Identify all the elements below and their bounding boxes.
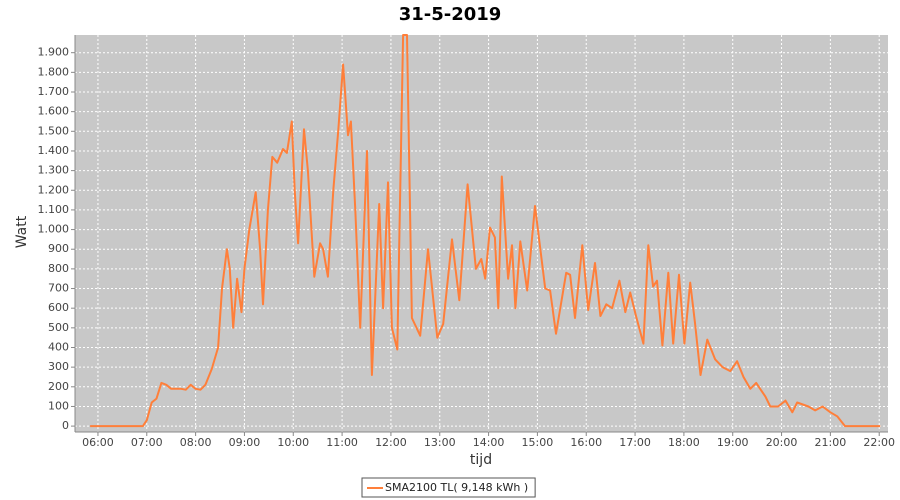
y-tick-label: 900 xyxy=(48,242,69,255)
y-tick-label: 1.400 xyxy=(38,144,70,157)
x-tick-label: 22:00 xyxy=(863,436,895,449)
x-tick-label: 07:00 xyxy=(131,436,163,449)
x-tick-label: 14:00 xyxy=(473,436,505,449)
legend-box xyxy=(361,477,536,498)
y-tick-label: 300 xyxy=(48,360,69,373)
x-tick-label: 15:00 xyxy=(522,436,554,449)
x-tick-label: 20:00 xyxy=(766,436,798,449)
y-tick-label: 700 xyxy=(48,282,69,295)
chart-title: 31-5-2019 xyxy=(399,4,502,25)
y-tick-label: 1.600 xyxy=(38,105,70,118)
x-tick-label: 19:00 xyxy=(717,436,749,449)
x-tick-label: 08:00 xyxy=(180,436,212,449)
y-tick-label: 800 xyxy=(48,262,69,275)
y-tick-label: 1.800 xyxy=(38,65,70,78)
plot-area xyxy=(75,35,888,432)
x-tick-label: 13:00 xyxy=(424,436,456,449)
x-tick-label: 21:00 xyxy=(815,436,847,449)
y-tick-label: 100 xyxy=(48,399,69,412)
x-tick-label: 09:00 xyxy=(229,436,261,449)
y-axis-label: Watt xyxy=(14,215,30,248)
y-tick-label: 1.900 xyxy=(38,46,70,59)
x-tick-label: 10:00 xyxy=(277,436,309,449)
y-tick-label: 500 xyxy=(48,321,69,334)
legend-label: SMA2100 TL( 9,148 kWh ) xyxy=(385,481,528,494)
x-tick-label: 17:00 xyxy=(619,436,651,449)
x-tick-label: 12:00 xyxy=(375,436,407,449)
x-tick-label: 06:00 xyxy=(82,436,114,449)
y-tick-label: 1.000 xyxy=(38,223,70,236)
y-tick-label: 1.500 xyxy=(38,124,70,137)
y-tick-label: 200 xyxy=(48,380,69,393)
y-tick-label: 1.300 xyxy=(38,164,70,177)
legend: SMA2100 TL( 9,148 kWh ) xyxy=(361,477,536,498)
y-tick-label: 0 xyxy=(62,419,69,432)
y-tick-label: 400 xyxy=(48,340,69,353)
x-axis-label: tijd xyxy=(470,452,492,468)
y-tick-label: 600 xyxy=(48,301,69,314)
y-tick-label: 1.200 xyxy=(38,183,70,196)
series-line xyxy=(90,34,881,428)
x-tick-label: 11:00 xyxy=(326,436,358,449)
y-tick-label: 1.700 xyxy=(38,85,70,98)
x-tick-label: 16:00 xyxy=(570,436,602,449)
x-tick-label: 18:00 xyxy=(668,436,700,449)
y-tick-label: 1.100 xyxy=(38,203,70,216)
